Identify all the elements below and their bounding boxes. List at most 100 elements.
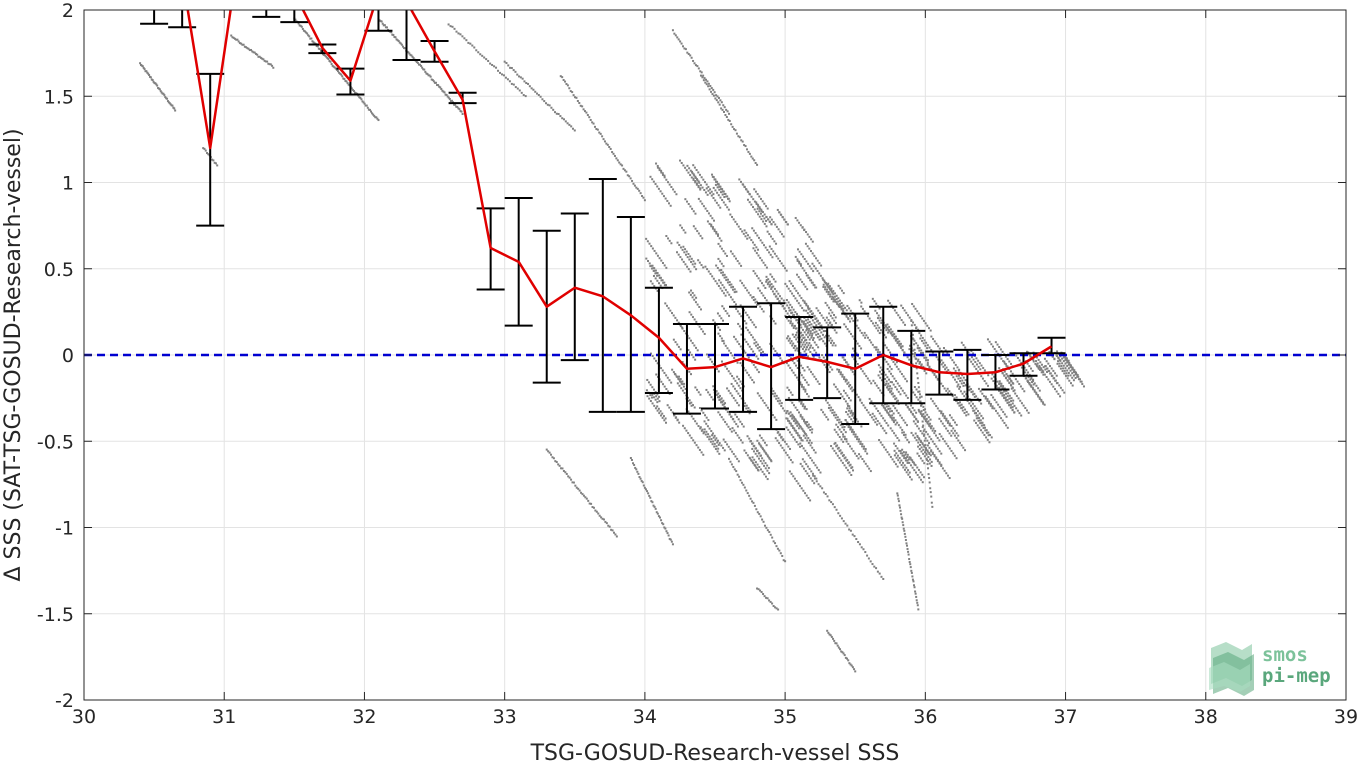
scatter-point [359, 96, 362, 99]
scatter-point [826, 629, 829, 632]
scatter-point [938, 439, 941, 442]
scatter-point [742, 425, 745, 428]
scatter-point [479, 53, 482, 56]
scatter-point [678, 375, 681, 378]
scatter-point [858, 299, 861, 302]
scatter-point [922, 416, 925, 419]
scatter-point [712, 176, 715, 179]
scatter-point [799, 425, 802, 428]
scatter-point [919, 430, 922, 433]
scatter-point [745, 326, 748, 329]
scatter-point [964, 449, 967, 452]
scatter-point [910, 319, 913, 322]
scatter-point [736, 340, 739, 343]
scatter-point [904, 457, 907, 460]
scatter-point [833, 383, 836, 386]
scatter-point [773, 240, 776, 243]
scatter-point [1000, 417, 1003, 420]
scatter-point [720, 397, 723, 400]
scatter-point [880, 414, 883, 417]
scatter-point [706, 80, 709, 83]
scatter-point [836, 419, 839, 422]
scatter-point [875, 423, 878, 426]
scatter-point [792, 327, 795, 330]
scatter-point [748, 201, 751, 204]
scatter-point [598, 514, 601, 517]
scatter-point [801, 458, 804, 461]
scatter-point [893, 460, 896, 463]
scatter-point [775, 225, 778, 228]
scatter-point [950, 392, 953, 395]
scatter-point [733, 128, 736, 131]
scatter-point [806, 327, 809, 330]
scatter-point [810, 326, 813, 329]
scatter-point [733, 420, 736, 423]
scatter-point [811, 446, 814, 449]
scatter-point [952, 427, 955, 430]
scatter-point [367, 108, 370, 111]
scatter-point [648, 494, 651, 497]
scatter-point [709, 188, 712, 191]
scatter-point [1071, 372, 1074, 375]
scatter-point [761, 448, 764, 451]
scatter-point [718, 269, 721, 272]
scatter-point [1052, 369, 1055, 372]
scatter-point [825, 283, 828, 286]
scatter-point [968, 389, 971, 392]
scatter-point [1059, 367, 1062, 370]
scatter-point [653, 267, 656, 270]
scatter-point [1071, 376, 1074, 379]
scatter-point [1024, 371, 1027, 374]
scatter-point [792, 371, 795, 374]
scatter-point [757, 205, 760, 208]
scatter-point [757, 371, 760, 374]
scatter-point [928, 481, 931, 484]
scatter-point [364, 104, 367, 107]
scatter-point [429, 75, 432, 78]
scatter-point [916, 466, 919, 469]
scatter-point [552, 108, 555, 111]
scatter-point [512, 69, 515, 72]
scatter-point [155, 83, 158, 86]
scatter-point [722, 339, 725, 342]
scatter-point [809, 332, 812, 335]
scatter-point [697, 197, 700, 200]
scatter-point [475, 49, 478, 52]
scatter-point [640, 479, 643, 482]
scatter-point [667, 237, 670, 240]
scatter-point [770, 288, 773, 291]
scatter-point [743, 405, 746, 408]
scatter-point [313, 42, 316, 45]
scatter-point [998, 406, 1001, 409]
scatter-point [722, 250, 725, 253]
scatter-point [1048, 369, 1051, 372]
scatter-point [860, 367, 863, 370]
scatter-point [824, 282, 827, 285]
scatter-point [805, 381, 808, 384]
scatter-point [878, 439, 881, 442]
scatter-point [794, 418, 797, 421]
scatter-point [748, 412, 751, 415]
scatter-point [667, 202, 670, 205]
scatter-point [754, 366, 757, 369]
scatter-point [813, 349, 816, 352]
scatter-point [806, 233, 809, 236]
scatter-point [894, 398, 897, 401]
scatter-point [906, 438, 909, 441]
scatter-point [850, 447, 853, 450]
scatter-point [809, 429, 812, 432]
scatter-point [925, 458, 928, 461]
scatter-point [774, 223, 777, 226]
scatter-point [887, 413, 890, 416]
scatter-point [979, 368, 982, 371]
scatter-point [714, 189, 717, 192]
scatter-point [926, 344, 929, 347]
scatter-point [752, 501, 755, 504]
scatter-point [721, 271, 724, 274]
scatter-point [682, 385, 685, 388]
scatter-point [821, 327, 824, 330]
scatter-point [445, 93, 448, 96]
scatter-point [737, 404, 740, 407]
scatter-point [856, 435, 859, 438]
scatter-point [692, 164, 695, 167]
